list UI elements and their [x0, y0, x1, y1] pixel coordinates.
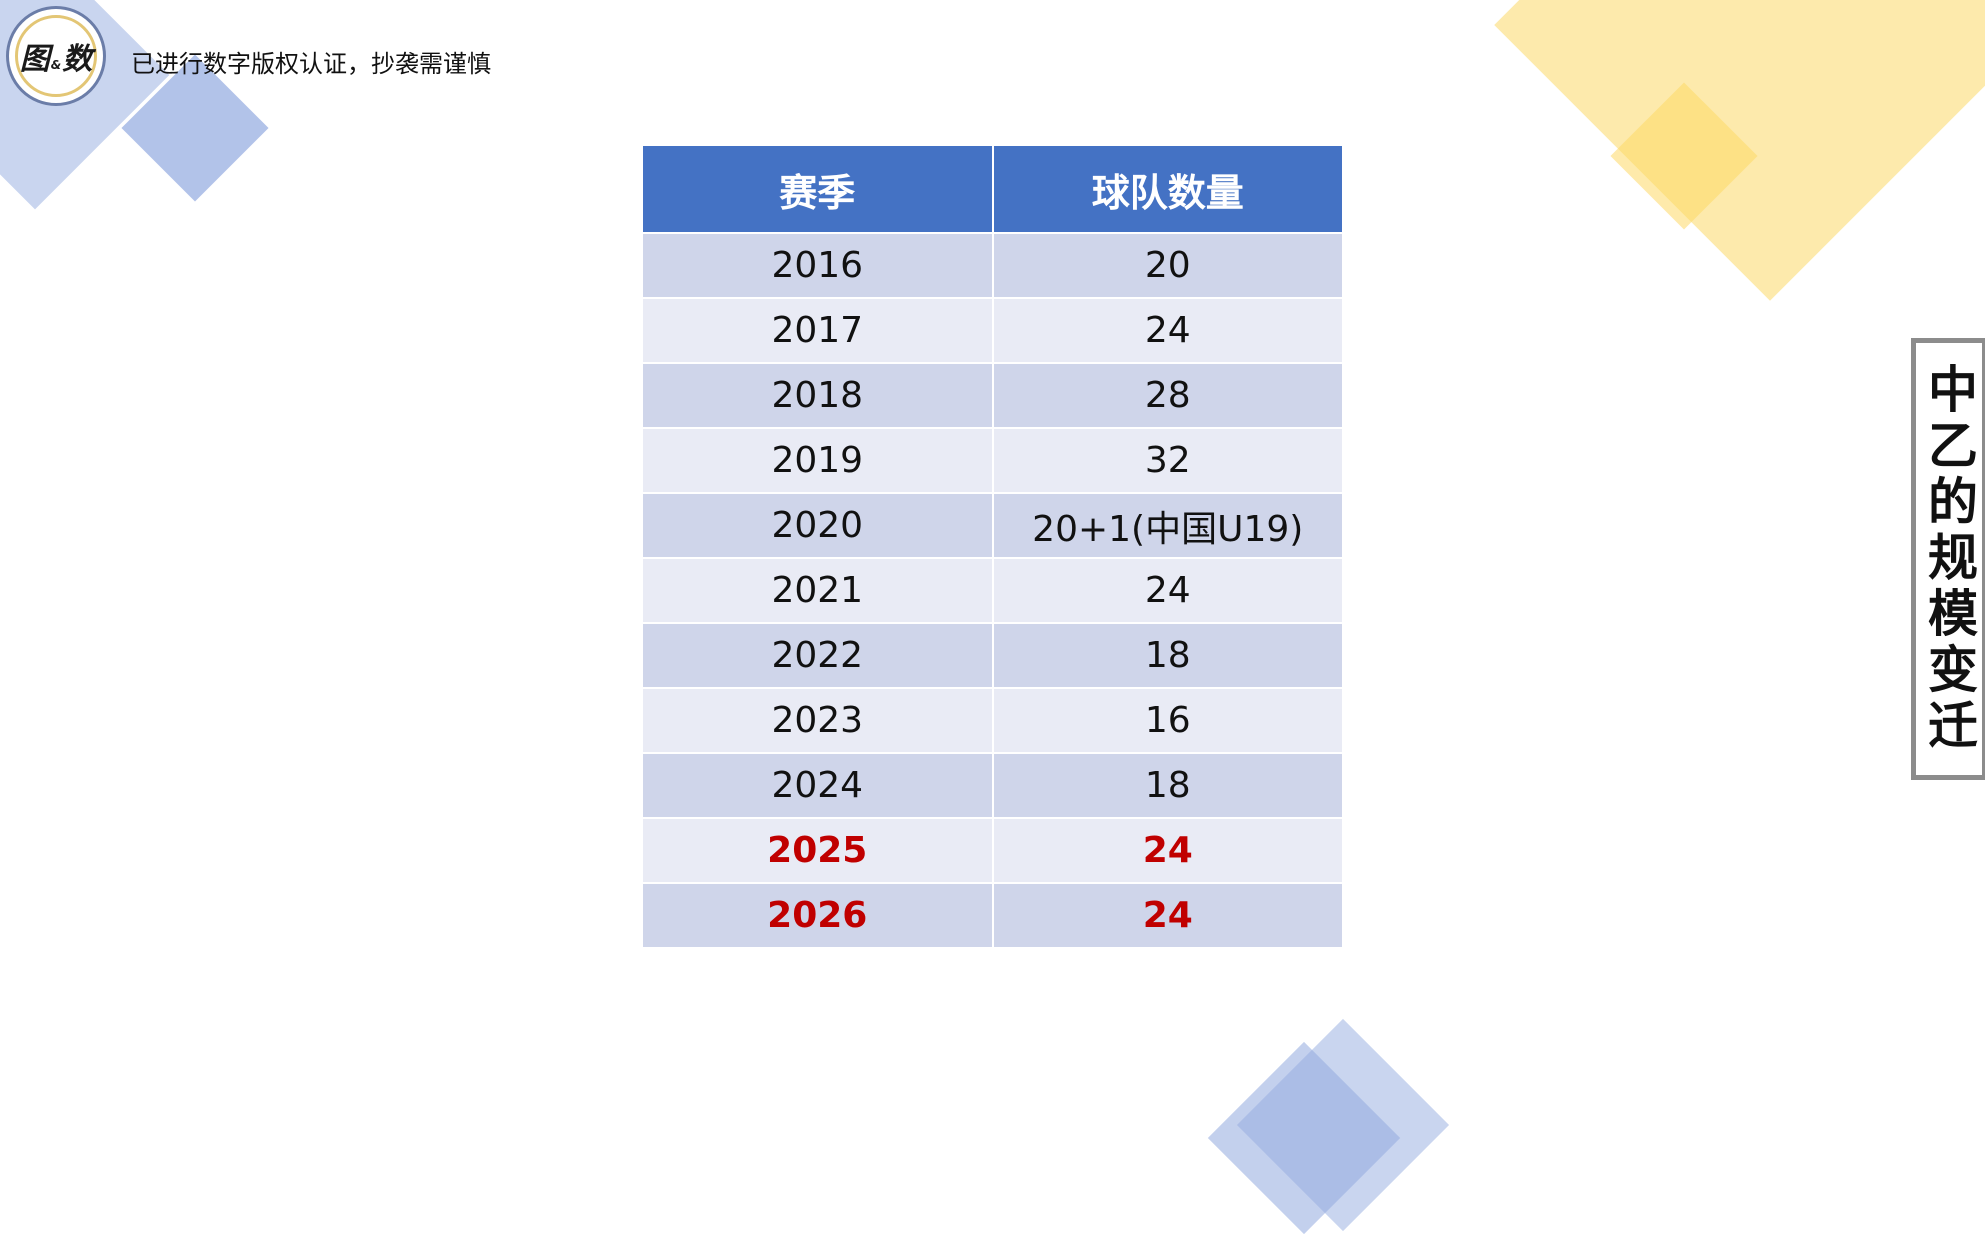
table-row: 2024 18: [641, 752, 1344, 819]
team-count-cell: 18: [991, 752, 1344, 819]
logo-ring: [15, 15, 97, 97]
team-count-cell: 24: [991, 817, 1344, 884]
season-cell: 2017: [641, 297, 994, 364]
season-cell: 2018: [641, 362, 994, 429]
brand-logo: 图 & 数: [6, 6, 106, 106]
logo-text: 图 & 数: [20, 34, 92, 78]
side-title-box: 中乙的规模变迁: [1911, 338, 1985, 780]
logo-text-left: 图: [19, 42, 50, 77]
team-count-cell: 24: [991, 297, 1344, 364]
table-row-highlighted: 2026 24: [641, 882, 1344, 949]
table-header-row: 赛季 球队数量: [641, 144, 1344, 234]
team-count-cell: 32: [991, 427, 1344, 494]
table-row: 2018 28: [641, 362, 1344, 429]
season-cell: 2026: [641, 882, 994, 949]
copyright-notice: 已进行数字版权认证，抄袭需谨慎: [131, 50, 491, 78]
season-cell: 2022: [641, 622, 994, 689]
table-row: 2021 24: [641, 557, 1344, 624]
team-count-cell: 20+1(中国U19): [991, 492, 1344, 559]
season-cell: 2016: [641, 232, 994, 299]
season-cell: 2025: [641, 817, 994, 884]
logo-text-right: 数: [62, 42, 93, 77]
table-row-highlighted: 2025 24: [641, 817, 1344, 884]
table-row: 2022 18: [641, 622, 1344, 689]
table-row: 2019 32: [641, 427, 1344, 494]
season-cell: 2021: [641, 557, 994, 624]
table-row: 2023 16: [641, 687, 1344, 754]
table-row: 2020 20+1(中国U19): [641, 492, 1344, 559]
season-cell: 2023: [641, 687, 994, 754]
season-cell: 2024: [641, 752, 994, 819]
team-count-cell: 20: [991, 232, 1344, 299]
team-count-cell: 16: [991, 687, 1344, 754]
team-count-cell: 24: [991, 557, 1344, 624]
table-row: 2017 24: [641, 297, 1344, 364]
team-count-cell: 24: [991, 882, 1344, 949]
side-title: 中乙的规模变迁: [1920, 363, 1978, 755]
team-count-cell: 18: [991, 622, 1344, 689]
season-cell: 2019: [641, 427, 994, 494]
header-season: 赛季: [641, 144, 994, 234]
team-count-cell: 28: [991, 362, 1344, 429]
teams-table: 赛季 球队数量 2016 20 2017 24 2018 28 2019 32 …: [641, 144, 1344, 949]
season-cell: 2020: [641, 492, 994, 559]
table-row: 2016 20: [641, 232, 1344, 299]
logo-text-amp: &: [50, 58, 62, 72]
header-team-count: 球队数量: [991, 144, 1344, 234]
